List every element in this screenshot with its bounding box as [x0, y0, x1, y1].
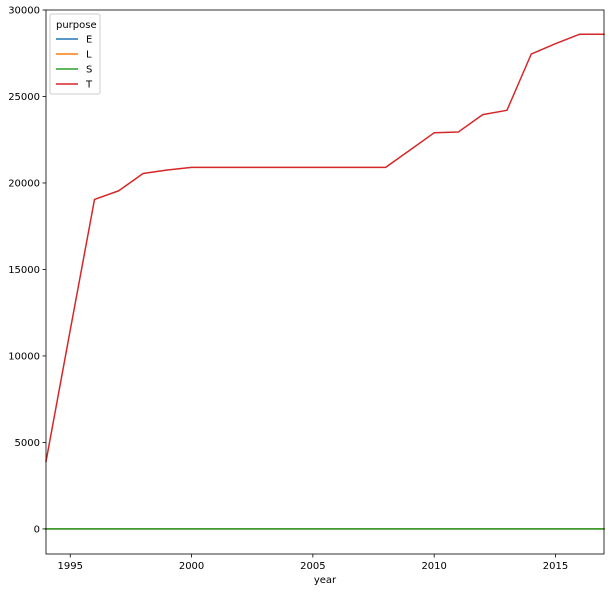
series-line-T	[45, 33, 605, 463]
plot-frame	[45, 9, 605, 555]
x-tick-label: 2000	[179, 561, 204, 572]
y-tick-label: 20000	[8, 178, 40, 189]
y-tick-label: 10000	[8, 351, 40, 362]
legend-title: purpose	[56, 20, 97, 31]
y-tick-label: 0	[34, 524, 40, 535]
legend-label-E: E	[86, 35, 92, 46]
x-tick-label: 2015	[543, 561, 568, 572]
y-tick-label: 15000	[8, 265, 40, 276]
axes-layer	[45, 9, 605, 555]
x-tick-label: 1995	[58, 561, 83, 572]
legend-label-T: T	[85, 80, 93, 91]
ticks-layer: 1995 2000 2005 2010 2015 0 5000 10000 15000 20000…	[8, 6, 568, 573]
y-tick-label: 25000	[8, 92, 40, 103]
x-axis-label: year	[314, 575, 337, 586]
y-tick-label: 30000	[8, 6, 40, 17]
series-layer	[45, 33, 605, 530]
y-tick-label: 5000	[15, 438, 40, 449]
legend-label-S: S	[86, 65, 92, 76]
x-tick-label: 2010	[421, 561, 446, 572]
legend-label-L: L	[86, 50, 92, 61]
x-tick-label: 2005	[300, 561, 325, 572]
